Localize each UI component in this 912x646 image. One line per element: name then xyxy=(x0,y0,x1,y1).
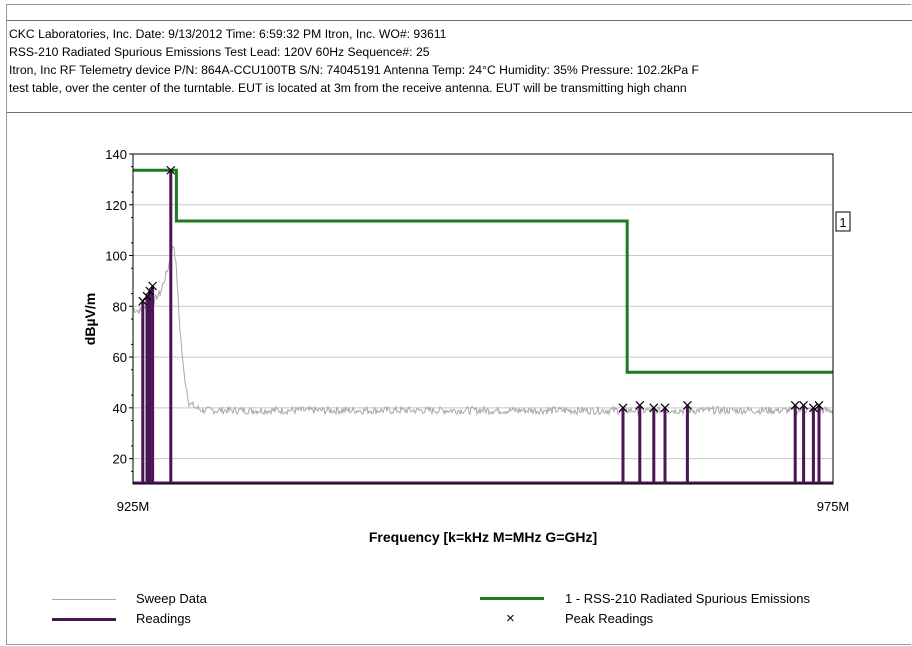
peak-marker xyxy=(790,400,800,410)
report-frame xyxy=(6,4,911,645)
peak-marker xyxy=(635,400,645,410)
peak-marker xyxy=(814,400,824,410)
x-axis-tick-labels: 925M 975M xyxy=(117,499,850,514)
header-line-1: CKC Laboratories, Inc. Date: 9/13/2012 T… xyxy=(9,27,447,41)
legend-peak-symbol: × xyxy=(506,610,515,627)
x-axis-label: Frequency [k=kHz M=MHz G=GHz] xyxy=(369,529,597,545)
limit-marker: 1 xyxy=(835,211,851,232)
legend-sweep-swatch xyxy=(52,599,116,600)
sweep-data-series xyxy=(132,245,834,417)
legend-readings-label: Readings xyxy=(136,611,191,626)
x-tick-label: 925M xyxy=(117,499,150,514)
grid-lines xyxy=(133,204,833,460)
y-tick-label: 40 xyxy=(113,401,127,416)
peak-marker xyxy=(145,286,155,296)
peak-readings-series xyxy=(138,165,824,413)
y-axis-ticks: 20 40 60 80 100 120 140 xyxy=(105,147,133,472)
peak-marker xyxy=(799,400,809,410)
peak-marker xyxy=(808,403,818,413)
legend-peaks-label: Peak Readings xyxy=(565,611,654,626)
y-tick-label: 120 xyxy=(105,198,127,213)
legend-limit-swatch xyxy=(480,597,544,600)
y-tick-label: 100 xyxy=(105,249,127,264)
peak-marker xyxy=(138,296,148,306)
peak-marker xyxy=(660,403,670,413)
peak-marker xyxy=(649,403,659,413)
peak-marker xyxy=(682,400,692,410)
plot-area-border xyxy=(132,153,834,485)
limit-line xyxy=(133,168,833,374)
peak-marker xyxy=(142,291,152,301)
y-tick-label: 60 xyxy=(113,350,127,365)
y-tick-label: 140 xyxy=(105,147,127,162)
x-tick-label: 975M xyxy=(817,499,850,514)
limit-marker-label: 1 xyxy=(839,215,846,230)
peak-marker xyxy=(618,403,628,413)
header-top-divider xyxy=(7,20,912,21)
sweep-data-line xyxy=(132,245,834,417)
header-line-2: RSS-210 Radiated Spurious Emissions Test… xyxy=(9,45,430,59)
legend-sweep-label: Sweep Data xyxy=(136,591,207,606)
peak-marker xyxy=(148,281,158,291)
header-line-3: Itron, Inc RF Telemetry device P/N: 864A… xyxy=(9,63,699,77)
y-tick-label: 20 xyxy=(113,452,127,467)
limit-line-series xyxy=(133,168,833,374)
y-tick-label: 80 xyxy=(113,299,127,314)
legend-limit-label: 1 - RSS-210 Radiated Spurious Emissions xyxy=(565,591,810,606)
legend-readings-swatch xyxy=(52,618,116,621)
report-header: CKC Laboratories, Inc. Date: 9/13/2012 T… xyxy=(9,25,912,97)
y-axis-label: dBµV/m xyxy=(82,293,98,345)
header-bottom-divider xyxy=(7,112,912,113)
readings-series xyxy=(133,170,833,485)
peak-marker xyxy=(166,165,176,175)
header-line-4: test table, over the center of the turnt… xyxy=(9,81,687,95)
